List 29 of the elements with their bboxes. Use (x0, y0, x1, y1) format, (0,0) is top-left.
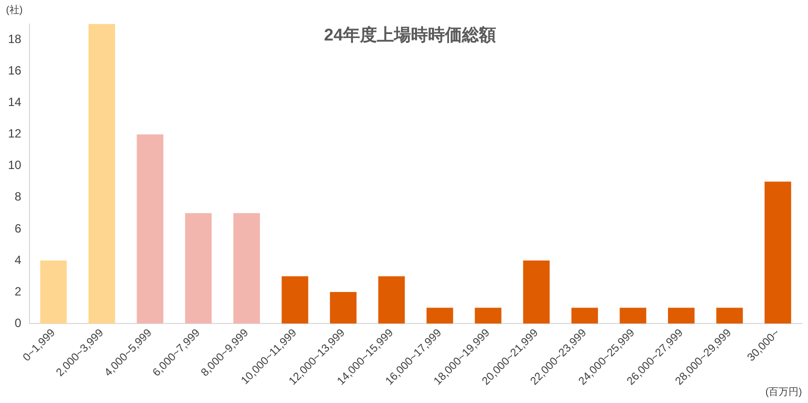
y-tick-label: 8 (14, 190, 22, 204)
bar (88, 24, 116, 324)
bar (523, 260, 550, 324)
bar (136, 134, 164, 324)
bar (282, 276, 308, 324)
bar (716, 308, 743, 324)
bar (474, 308, 502, 324)
bar (330, 292, 357, 324)
bar (426, 308, 454, 324)
y-axis-title: (社) (6, 4, 23, 16)
chart-title: 24年度上場時時価総額 (324, 26, 496, 45)
y-tick-label: 2 (14, 284, 22, 298)
y-tick-label: 18 (8, 32, 22, 46)
bar (185, 213, 212, 324)
bar (378, 276, 405, 324)
y-tick-label: 12 (8, 126, 22, 141)
y-tick-label: 6 (14, 221, 22, 236)
bar (233, 213, 260, 324)
y-tick-label: 0 (14, 316, 22, 330)
x-axis-title: (百万円) (765, 386, 802, 398)
bar (764, 182, 792, 324)
bar (40, 260, 67, 324)
y-tick-label: 14 (8, 95, 22, 110)
y-tick-label: 10 (8, 158, 22, 172)
y-tick-label: 4 (14, 252, 22, 267)
y-tick-label: 16 (8, 64, 22, 78)
bar (668, 308, 695, 324)
bar (571, 308, 598, 324)
bar (620, 308, 646, 324)
